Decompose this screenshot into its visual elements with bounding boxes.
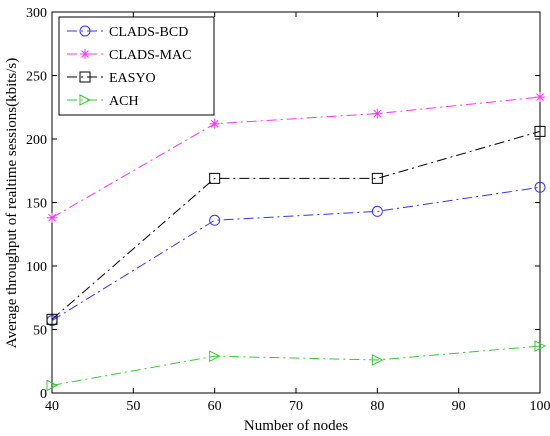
legend-label: CLADS-MAC	[109, 48, 191, 63]
y-tick-label: 200	[26, 133, 47, 148]
y-tick-label: 50	[33, 324, 47, 339]
data-point-marker	[47, 212, 57, 223]
data-point-marker	[534, 340, 547, 352]
series-line	[51, 130, 541, 320]
x-tick-label: 90	[452, 399, 466, 414]
data-point-marker	[371, 354, 384, 366]
series-lines	[46, 92, 547, 392]
axis-ticks: 40 50 60 70 80 90 100 0 50 100 150 200 250 300	[26, 6, 550, 414]
legend-label: ACH	[109, 94, 139, 109]
data-point-marker	[209, 350, 221, 362]
data-point-marker	[209, 214, 221, 226]
data-point-marker	[79, 71, 91, 83]
y-axis-label: Average throughput of realtime sessions(…	[4, 58, 20, 349]
data-point-marker	[209, 118, 220, 129]
y-tick-label: 300	[26, 6, 47, 21]
legend-label: CLADS-BCD	[109, 25, 188, 40]
data-point-marker	[46, 313, 58, 325]
x-tick-label: 60	[208, 399, 222, 414]
data-point-marker	[80, 49, 90, 59]
legend: CLADS-BCD CLADS-MAC EASYO ACH	[58, 16, 215, 116]
y-tick-label: 100	[26, 260, 47, 275]
data-point-marker	[209, 172, 221, 184]
x-tick-label: 50	[126, 399, 140, 414]
y-tick-label: 0	[40, 387, 47, 402]
legend-box	[58, 16, 215, 116]
x-tick-label: 80	[370, 399, 384, 414]
x-tick-label: 70	[289, 399, 303, 414]
data-point-marker	[534, 125, 546, 137]
x-tick-label: 40	[45, 399, 59, 414]
data-point-marker	[534, 181, 546, 193]
data-point-marker	[79, 94, 92, 106]
data-point-marker	[371, 172, 383, 184]
x-tick-label: 100	[530, 399, 550, 414]
y-tick-label: 250	[26, 70, 47, 85]
series-line	[51, 345, 541, 386]
series-line	[51, 96, 541, 219]
data-point-marker	[46, 379, 59, 392]
series-line	[51, 186, 541, 322]
x-axis-label: Number of nodes	[244, 418, 348, 434]
data-point-marker	[535, 92, 545, 103]
data-point-marker	[79, 25, 91, 37]
legend-label: EASYO	[109, 71, 156, 86]
y-tick-label: 150	[26, 197, 47, 212]
data-point-marker	[371, 205, 383, 217]
data-point-marker	[372, 108, 383, 119]
